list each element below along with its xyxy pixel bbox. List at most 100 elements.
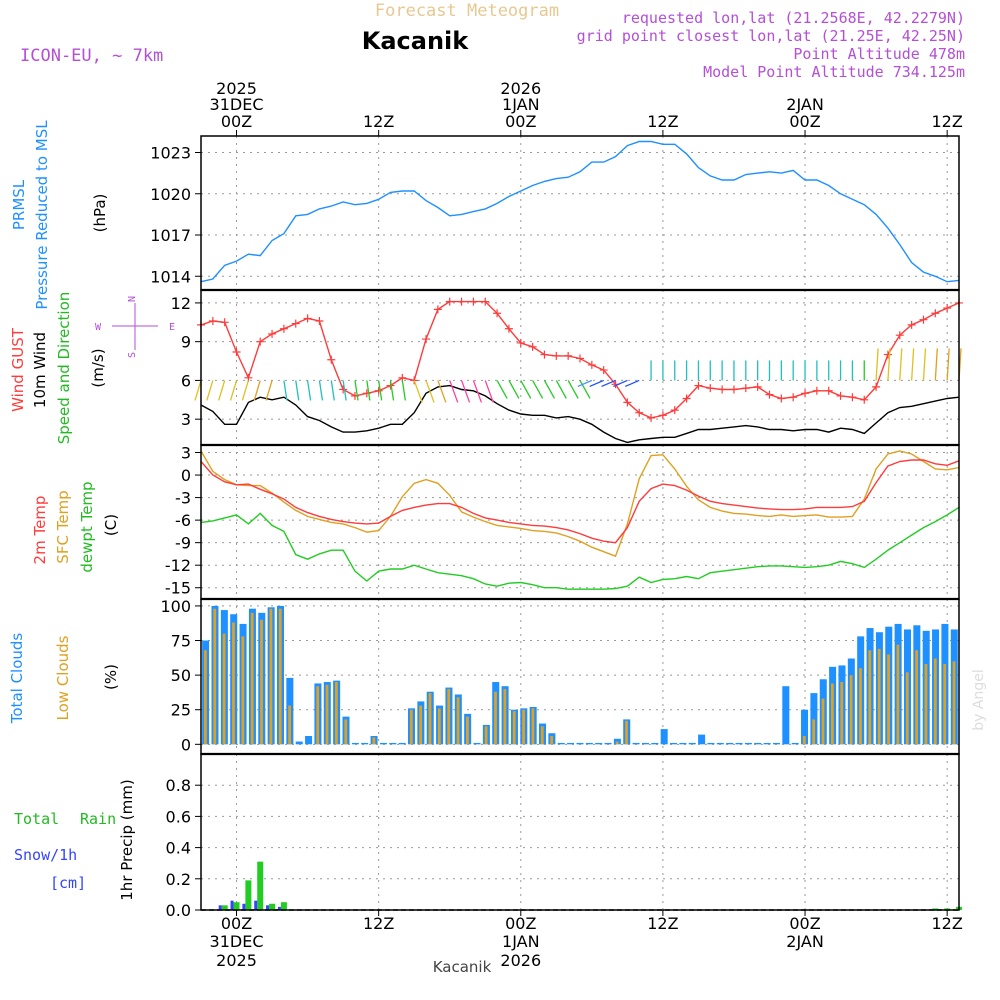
low-cloud-bar	[494, 691, 497, 745]
wind-direction-arrow	[496, 380, 508, 399]
wind-direction-arrow	[401, 380, 406, 401]
gust-marker	[741, 384, 750, 393]
low-cloud-bar	[802, 736, 806, 745]
gust-marker	[836, 391, 845, 400]
wind-speed-line	[200, 384, 960, 444]
low-cloud-bar	[905, 672, 909, 745]
total-cloud-bar	[398, 742, 406, 745]
gust-marker	[765, 390, 774, 399]
y-tick-label: 0.0	[166, 901, 191, 920]
requested-coords: requested lon,lat (21.2568E, 42.2279N)	[622, 9, 965, 27]
y-tick-label: 0.2	[166, 870, 191, 889]
total-cloud-bar	[716, 742, 724, 745]
rain-bar	[280, 902, 287, 910]
wind-direction-arrow	[218, 380, 226, 401]
low-cloud-bar	[316, 686, 320, 745]
y-tick-label: 0.8	[166, 776, 191, 795]
compass-s: S	[127, 352, 138, 358]
gust-marker	[268, 329, 277, 338]
low-cloud-bar	[943, 664, 947, 745]
gust-marker	[433, 305, 442, 314]
low-cloud-bar	[915, 650, 919, 745]
total-cloud-bar	[754, 742, 762, 745]
low-cloud-bar	[887, 654, 890, 745]
low-cloud-bar	[531, 708, 535, 745]
compass-e: E	[169, 322, 175, 333]
clouds-unit: (%)	[102, 664, 120, 690]
low-cloud-bar	[503, 688, 507, 745]
gust-marker	[777, 394, 786, 403]
y-tick-label: -3	[175, 489, 191, 508]
gust-marker	[552, 351, 561, 360]
snow-bar	[230, 900, 234, 910]
low-cloud-bar	[269, 608, 273, 745]
low-cloud-bar	[447, 688, 451, 745]
y-tick-label: 6	[181, 371, 191, 390]
gust-marker	[528, 342, 537, 351]
wind-direction-arrow	[532, 380, 544, 399]
pressure-label: PRMSL	[10, 179, 28, 230]
total-cloud-bar	[641, 742, 649, 745]
panel-frame	[200, 289, 960, 446]
wind-direction-arrow	[875, 348, 879, 381]
bottom-time-label: 12Z	[363, 914, 394, 933]
wind-direction-arrow	[194, 380, 202, 401]
rain-bar	[932, 908, 939, 910]
y-tick-label: 1017	[150, 226, 191, 245]
low-cloud-bar	[213, 608, 217, 745]
temp2m-label: 2m Temp	[31, 496, 49, 565]
rain-label: Total	[14, 810, 59, 828]
y-tick-label: 1020	[150, 185, 191, 204]
rain-bar	[221, 905, 228, 910]
bottom-time-label: 12Z	[647, 914, 678, 933]
gust-marker	[907, 320, 916, 329]
snow-bar	[242, 903, 246, 910]
gust-marker	[208, 317, 217, 325]
rain-label-2: Rain	[80, 810, 116, 828]
gust-marker	[895, 331, 904, 340]
wind-direction-arrow	[472, 380, 483, 403]
low-cloud-bar	[877, 648, 881, 745]
total-cloud-bar	[679, 742, 687, 745]
y-tick-label: 3	[181, 410, 191, 429]
low-cloud-bar	[933, 658, 937, 745]
total-cloud-bar	[782, 686, 790, 745]
wind-direction-arrow	[484, 380, 494, 403]
total-cloud-bar	[688, 742, 696, 745]
wind-direction-arrow	[624, 379, 640, 388]
low-cloud-bar	[325, 684, 329, 745]
total-clouds-label: Total Clouds	[8, 633, 26, 725]
gust-marker	[327, 355, 336, 364]
gust-label: Wind GUST	[9, 327, 27, 412]
gust-marker	[232, 348, 241, 356]
dewpt-line	[200, 506, 960, 590]
gust-marker	[801, 389, 810, 398]
wind-direction-arrow	[579, 380, 591, 399]
wind-direction-arrow	[589, 379, 604, 388]
chart-title: Forecast Meteogram	[375, 1, 559, 21]
total-cloud-bar	[772, 742, 780, 745]
wind-direction-arrow	[899, 348, 903, 381]
gust-marker	[789, 393, 798, 402]
gust-marker	[872, 382, 881, 391]
low-cloud-bar	[344, 719, 348, 745]
low-cloud-bar	[868, 650, 872, 745]
wind-direction-arrow	[543, 380, 556, 399]
low-cloud-bar	[812, 719, 816, 745]
temp2m-line	[200, 459, 960, 544]
top-time-label: 12Z	[931, 112, 962, 131]
low-cloud-bar	[840, 682, 844, 745]
low-cloud-bar	[849, 675, 853, 745]
gust-marker	[362, 389, 371, 398]
total-cloud-bar	[351, 742, 359, 745]
y-tick-label: 0.4	[166, 839, 191, 858]
gust-marker	[422, 335, 431, 344]
wind-direction-arrow	[922, 348, 927, 381]
gust-marker	[812, 386, 821, 395]
gust-marker	[291, 319, 300, 328]
gust-marker	[919, 315, 928, 324]
wind-direction-arrow	[555, 380, 567, 399]
total-cloud-bar	[726, 742, 734, 745]
low-cloud-bar	[222, 633, 226, 745]
